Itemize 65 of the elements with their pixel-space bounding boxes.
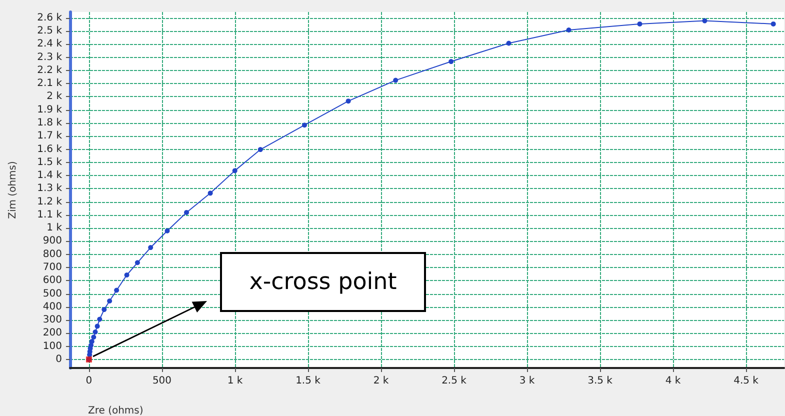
point xyxy=(637,21,642,26)
point xyxy=(89,338,94,344)
annotation: x-cross point xyxy=(220,252,426,312)
y-tick-label: 2.5 k xyxy=(37,26,62,37)
y-tick-label: 1.8 k xyxy=(37,118,62,129)
point xyxy=(102,307,107,312)
x-axis-title: Zre (ohms) xyxy=(88,406,144,416)
y-tick-label: 2.6 k xyxy=(37,12,62,24)
point xyxy=(393,78,398,83)
y-tick-label: 1 k xyxy=(46,222,62,234)
y-tick-label: 100 xyxy=(42,340,62,352)
x-tick-label: 0 xyxy=(86,376,92,386)
y-tick-label: 2.2 k xyxy=(37,64,62,76)
y-tick-label: 1.2 k xyxy=(37,196,62,208)
x-tick-label: 3 k xyxy=(519,376,535,386)
x-tick-label: 1.5 k xyxy=(296,376,321,386)
point xyxy=(770,21,776,26)
y-tick-label: 600 xyxy=(42,275,62,286)
y-tick-label: 0 xyxy=(56,354,62,365)
point xyxy=(258,147,263,152)
y-tick-label: 300 xyxy=(42,314,62,326)
y-tick-label: 2.1 k xyxy=(37,78,62,90)
y-tick-label: 700 xyxy=(42,262,62,274)
y-tick-label: 2.3 k xyxy=(37,52,62,63)
x-tick-label: 1 k xyxy=(227,376,243,386)
point xyxy=(114,288,120,293)
point xyxy=(92,330,98,335)
y-tick-label: 1.9 k xyxy=(37,104,62,116)
point xyxy=(94,324,100,329)
point xyxy=(164,228,170,234)
y-tick-label: 2 k xyxy=(46,91,62,102)
point xyxy=(184,210,190,215)
x-tick-label: 3.5 k xyxy=(588,376,613,386)
y-tick-label: 500 xyxy=(42,288,62,300)
y-tick-label: 1.7 k xyxy=(37,130,62,142)
y-tick-label: 1.4 k xyxy=(37,170,62,182)
y-tick-label: 800 xyxy=(42,248,62,260)
y-tick-label: 1.1 k xyxy=(37,209,62,220)
x-tick-label: 4 k xyxy=(665,376,681,386)
point xyxy=(346,98,351,104)
point xyxy=(702,18,708,24)
x-tick-label: 4.5 k xyxy=(734,376,759,386)
x-tick-label: 2.5 k xyxy=(442,376,467,386)
x-tick-label: 2 k xyxy=(373,376,389,386)
point xyxy=(97,316,102,322)
y-axis-title: Zim (ohms) xyxy=(8,161,18,219)
y-tick-label: 400 xyxy=(42,301,62,312)
y-tick-label: 1.6 k xyxy=(37,144,62,155)
point xyxy=(448,59,454,64)
point xyxy=(148,245,154,250)
y-tick-label: 900 xyxy=(42,236,62,247)
y-tick-label: 200 xyxy=(42,328,62,339)
point xyxy=(506,40,512,46)
point xyxy=(134,260,140,266)
point xyxy=(124,272,130,278)
point xyxy=(566,28,572,32)
x-tick-label: 500 xyxy=(152,376,172,386)
point xyxy=(107,298,112,304)
point xyxy=(91,334,96,340)
point xyxy=(302,122,307,128)
y-tick-label: 2.4 k xyxy=(37,38,62,50)
y-tick-label: 1.3 k xyxy=(37,183,62,194)
y-tick-label: 1.5 k xyxy=(37,156,62,168)
point xyxy=(208,190,213,196)
point xyxy=(232,168,238,174)
